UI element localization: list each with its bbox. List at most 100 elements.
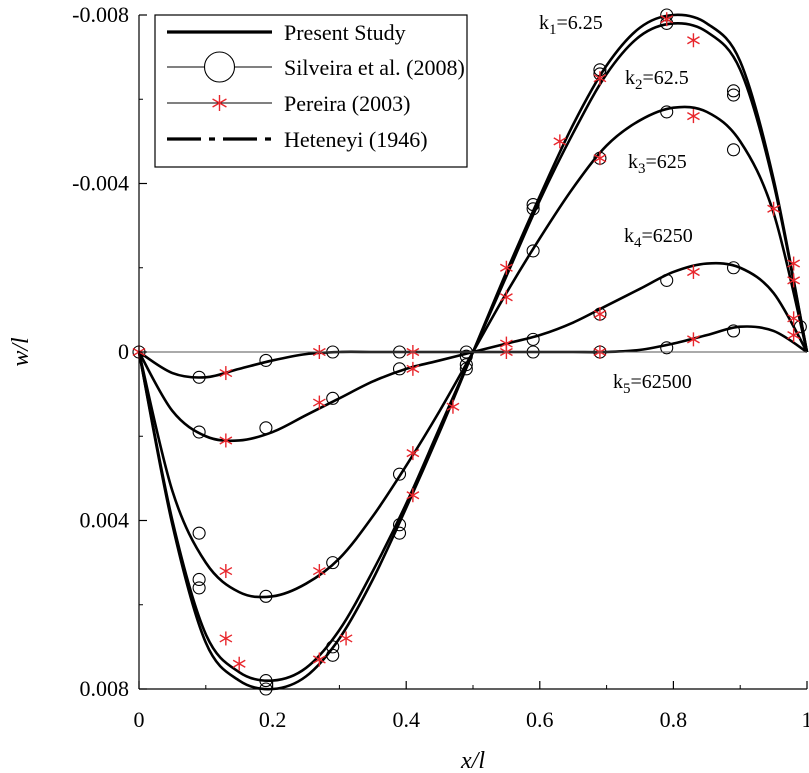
curve-label-subscript: 2 (635, 77, 643, 93)
silveira-point (726, 84, 741, 98)
silveira-point (326, 648, 340, 662)
y-tick-label: -0.008 (72, 2, 129, 27)
pereira-point (232, 656, 246, 671)
silveira-point (660, 105, 674, 119)
legend-swatch-pereira-asterisk (212, 95, 227, 111)
pereira-point (767, 201, 781, 216)
silveira-point (259, 589, 273, 603)
pereira-point (339, 631, 353, 646)
pereira-point (406, 446, 420, 461)
silveira-point (726, 143, 741, 157)
pereira-point (787, 328, 801, 343)
curve-label-value: =625 (646, 151, 687, 173)
silveira-point (392, 362, 407, 376)
y-tick-label: 0.004 (80, 508, 130, 533)
curve-label-k3: k3=625 (628, 151, 687, 177)
pereira-point (687, 264, 700, 279)
silveira-point (326, 640, 340, 654)
pereira-point (687, 33, 700, 48)
pereira-point (593, 71, 607, 86)
pereira-point (312, 652, 326, 667)
silveira-point (192, 370, 206, 384)
pereira-point (593, 151, 607, 166)
pereira-point (446, 399, 460, 414)
curve-label-value: =6.25 (557, 12, 603, 34)
curve-label-subscript: 3 (638, 161, 646, 177)
curve-label-symbol: k (628, 151, 638, 173)
curve-label-symbol: k (624, 225, 634, 247)
silveira-point (459, 358, 473, 372)
pereira-point (687, 332, 700, 347)
x-tick-label: 1 (802, 707, 809, 732)
pereira-point (660, 12, 674, 27)
silveira-point (726, 261, 741, 275)
silveira-point (192, 526, 206, 540)
silveira-point (192, 425, 206, 439)
silveira-point (726, 324, 741, 338)
curve-label-value: =6250 (642, 225, 693, 247)
silveira-point (326, 556, 340, 570)
curve-label-symbol: k (539, 12, 549, 34)
x-axis-title: x/l (460, 748, 485, 773)
silveira-point (259, 353, 273, 367)
silveira-point (660, 273, 674, 287)
silveira-point (526, 198, 540, 212)
silveira-point (726, 88, 741, 102)
pereira-point (219, 366, 233, 381)
silveira-point (660, 341, 674, 355)
curve-label-subscript: 1 (549, 22, 557, 38)
silveira-point (526, 244, 540, 258)
x-tick-label: 0.8 (660, 707, 688, 732)
y-tick-label: -0.004 (72, 171, 129, 196)
curve-label-subscript: 5 (623, 381, 631, 397)
silveira-point (259, 421, 273, 435)
pereira-point (787, 256, 801, 271)
silveira-point (192, 572, 206, 587)
axes: 0 0.2 0.4 0.6 0.8 1 -0.008 -0.004 0 0.004 0.008 x/l… (8, 2, 809, 773)
curve-label-value: =62500 (631, 371, 692, 393)
pereira-point (312, 564, 326, 579)
curve-label-k5: k5=62500 (613, 371, 692, 397)
pereira-point (499, 260, 513, 275)
silveira-point (392, 526, 407, 540)
silveira-point (326, 391, 340, 405)
x-tick-label: 0.4 (392, 707, 420, 732)
pereira-point (219, 631, 233, 646)
silveira-point (526, 202, 540, 216)
silveira-point (392, 467, 407, 481)
pereira-point (553, 134, 567, 149)
legend-box (154, 14, 468, 168)
legend-swatch-silveira-circle (203, 51, 236, 83)
silveira-point (459, 349, 473, 363)
legend-label: Present Study (284, 20, 406, 45)
x-tick-label: 0.6 (526, 707, 554, 732)
curve-label-value: =62.5 (643, 67, 689, 89)
pereira-point (406, 361, 420, 376)
legend: Present Study Silveira et al. (2008) Perei… (154, 14, 468, 168)
curve-label-symbol: k (625, 67, 635, 89)
pereira-point (406, 488, 420, 503)
y-tick-label: 0 (118, 339, 129, 364)
pereira-point (499, 290, 513, 305)
curve-label-k4: k4=6250 (624, 225, 693, 251)
legend-label: Silveira et al. (2008) (284, 55, 465, 80)
curve-label-k1: k1=6.25 (539, 12, 603, 38)
pereira-point (787, 311, 801, 326)
pereira-point (687, 109, 700, 124)
curve-label-subscript: 4 (634, 235, 642, 251)
legend-label: Heteneyi (1946) (284, 127, 428, 152)
silveira-point (192, 581, 206, 595)
pereira-point (593, 307, 607, 322)
silveira-point (793, 320, 807, 334)
pereira-point (312, 395, 326, 410)
pereira-point (219, 433, 233, 448)
pereira-point (219, 564, 233, 579)
pereira-point (787, 273, 801, 288)
silveira-point (526, 332, 540, 346)
x-tick-label: 0.2 (259, 707, 287, 732)
x-tick-label: 0 (134, 707, 145, 732)
y-tick-label: 0.008 (80, 676, 130, 701)
silveira-point (459, 362, 473, 376)
y-axis-title: w/l (8, 337, 34, 367)
